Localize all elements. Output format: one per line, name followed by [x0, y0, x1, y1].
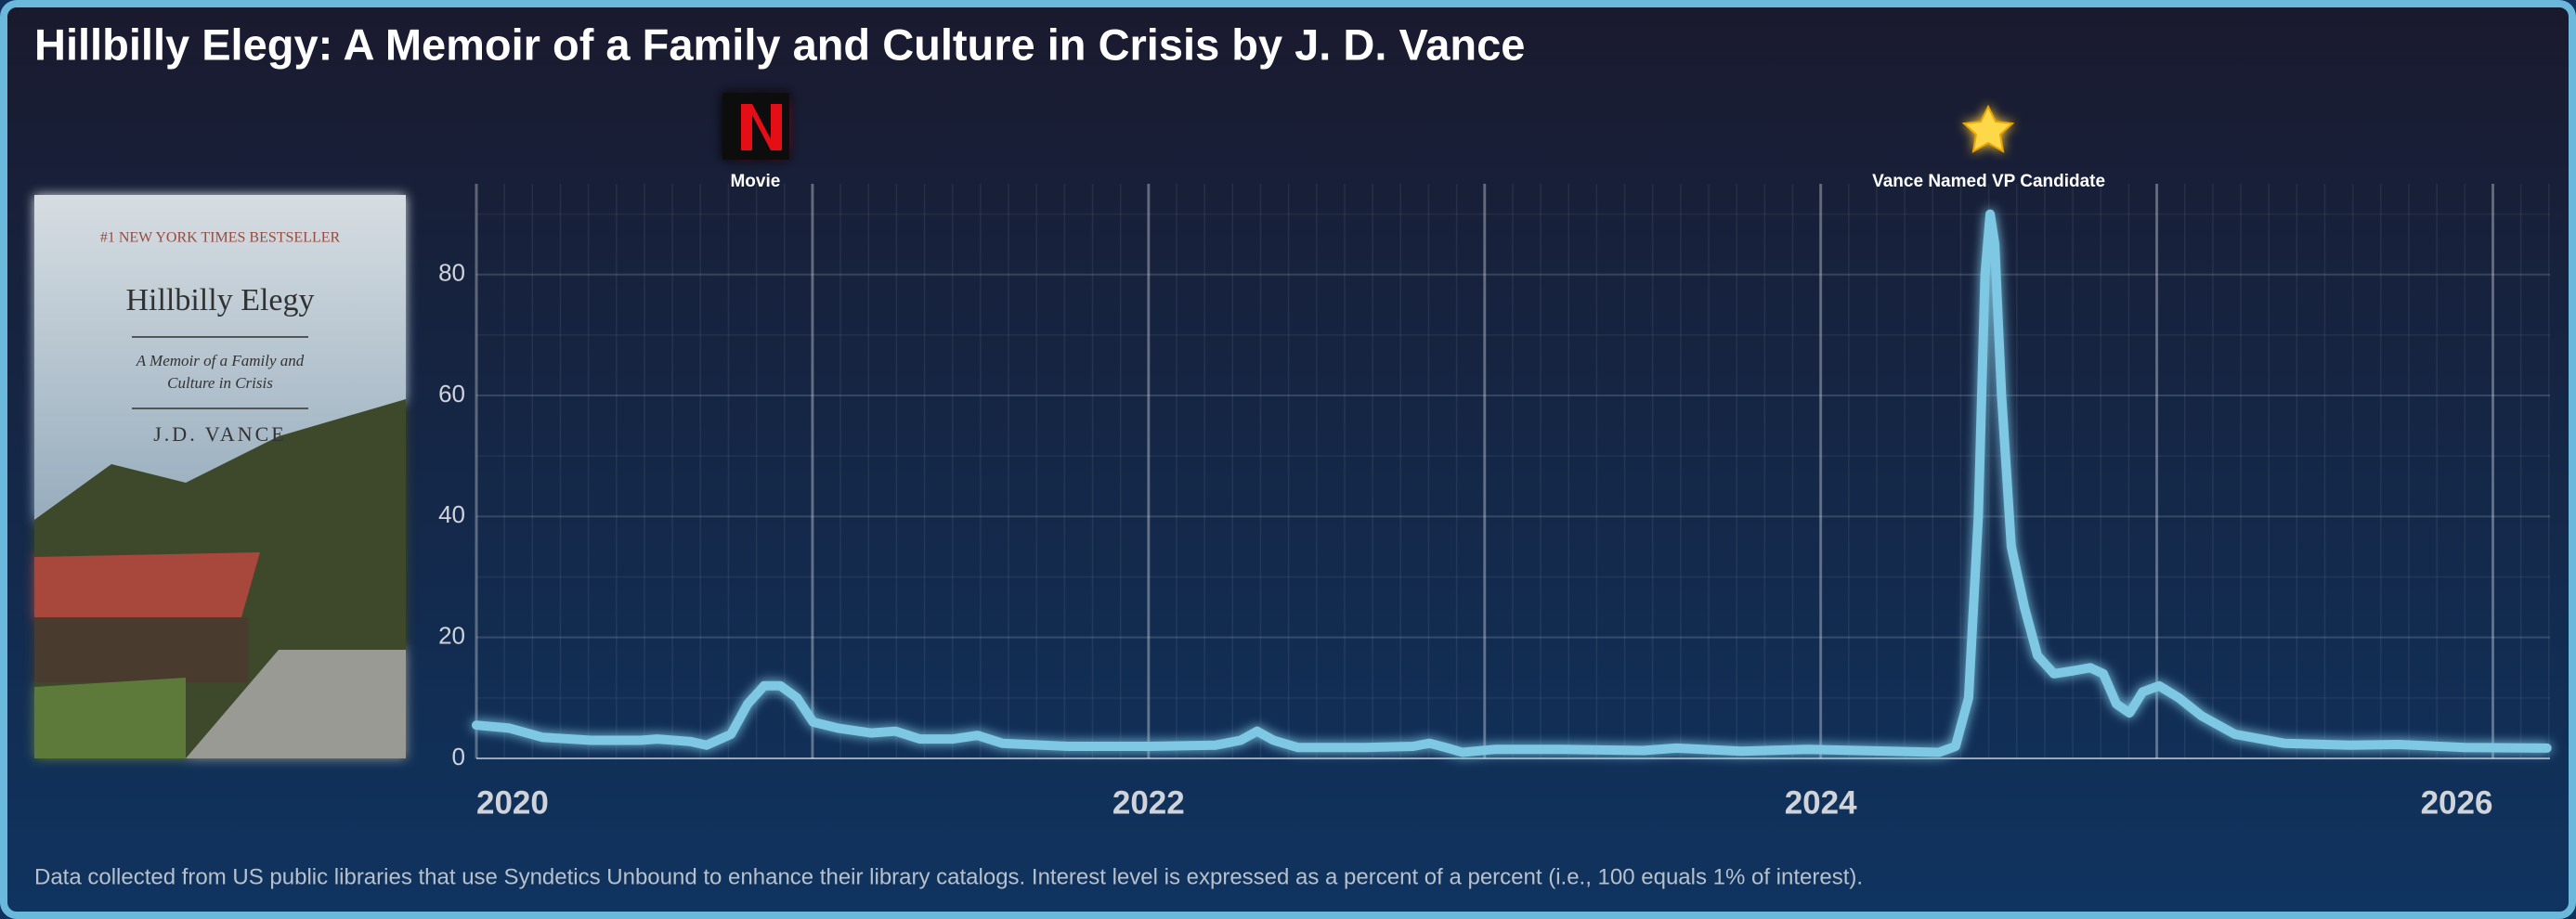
annotation-label: Movie	[730, 172, 780, 191]
x-tick-label: 2022	[1112, 784, 1185, 821]
cover-author: J.D. VANCE	[153, 422, 287, 446]
y-tick-label: 20	[438, 622, 465, 650]
interest-line	[472, 209, 2552, 757]
cover-banner: #1 NEW YORK TIMES BESTSELLER	[100, 230, 341, 246]
annotation-label: Vance Named VP Candidate	[1872, 172, 2105, 191]
netflix-icon	[722, 93, 789, 160]
y-tick-label: 80	[438, 259, 465, 287]
cover-subtitle: A Memoir of a Family and	[136, 352, 305, 369]
cover-subtitle: Culture in Crisis	[167, 374, 273, 392]
x-tick-label: 2026	[2421, 784, 2493, 821]
y-tick-label: 0	[452, 743, 465, 770]
x-tick-label: 2020	[476, 784, 549, 821]
cover-title: Hillbilly Elegy	[125, 283, 314, 317]
x-tick-label: 2024	[1785, 784, 1857, 821]
chart-title: Hillbilly Elegy: A Memoir of a Family an…	[34, 19, 1525, 69]
caption: Data collected from US public libraries …	[34, 864, 1863, 889]
book-cover: #1 NEW YORK TIMES BESTSELLER Hillbilly E…	[34, 195, 406, 758]
y-tick-label: 40	[438, 500, 465, 528]
star-icon	[1961, 104, 2015, 153]
y-tick-label: 60	[438, 380, 465, 408]
